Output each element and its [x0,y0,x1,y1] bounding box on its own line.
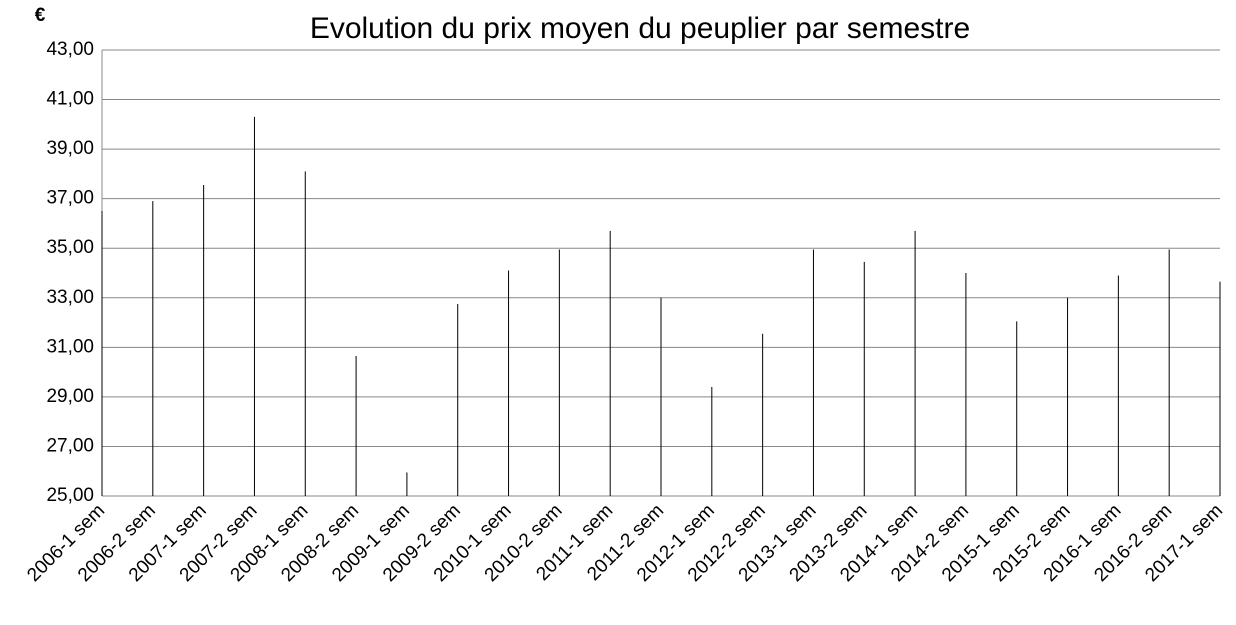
y-tick-label: 33,00 [46,287,94,308]
y-tick-label: 25,00 [46,485,94,506]
y-tick-label: 29,00 [46,386,94,407]
y-tick-label: 41,00 [46,89,94,110]
y-tick-label: 43,00 [46,39,94,60]
y-tick-label: 37,00 [46,188,94,209]
y-tick-label: 27,00 [46,435,94,456]
y-tick-label: 31,00 [46,336,94,357]
y-tick-label: 35,00 [46,237,94,258]
y-tick-label: 39,00 [46,138,94,159]
y-unit-label: € [35,5,46,26]
chart-title: Evolution du prix moyen du peuplier par … [310,12,970,45]
